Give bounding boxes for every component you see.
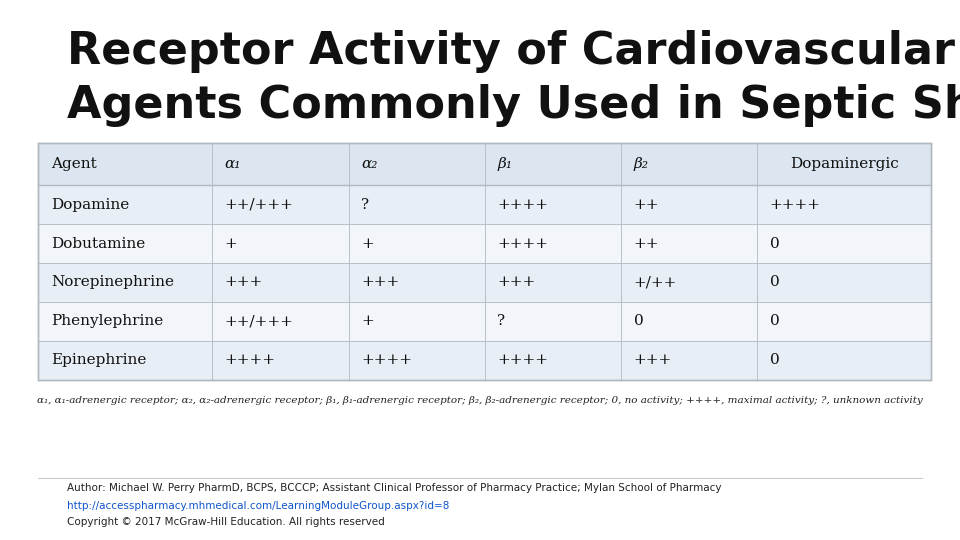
Text: Dobutamine: Dobutamine — [51, 237, 145, 251]
FancyBboxPatch shape — [38, 263, 931, 302]
FancyBboxPatch shape — [38, 341, 931, 380]
Text: ++: ++ — [634, 198, 660, 212]
Text: ++++: ++++ — [225, 353, 276, 367]
FancyBboxPatch shape — [38, 143, 931, 185]
Text: +++: +++ — [497, 275, 536, 289]
Text: ++++: ++++ — [497, 198, 548, 212]
Text: ?: ? — [361, 198, 370, 212]
Text: +/++: +/++ — [634, 275, 677, 289]
Text: 0: 0 — [770, 275, 780, 289]
Text: Dopaminergic: Dopaminergic — [790, 157, 899, 171]
Text: http://accesspharmacy.mhmedical.com/LearningModuleGroup.aspx?id=8: http://accesspharmacy.mhmedical.com/Lear… — [67, 501, 449, 511]
Text: ++/+++: ++/+++ — [225, 314, 294, 328]
Text: +: + — [225, 237, 237, 251]
Text: α₁, α₁-adrenergic receptor; α₂, α₂-adrenergic receptor; β₁, β₁-adrenergic recept: α₁, α₁-adrenergic receptor; α₂, α₂-adren… — [37, 396, 923, 405]
Text: ++++: ++++ — [497, 353, 548, 367]
Text: Receptor Activity of Cardiovascular: Receptor Activity of Cardiovascular — [67, 30, 955, 73]
Text: 0: 0 — [634, 314, 643, 328]
Text: Copyright © 2017 McGraw-Hill Education. All rights reserved: Copyright © 2017 McGraw-Hill Education. … — [67, 517, 385, 528]
Text: ++++: ++++ — [497, 237, 548, 251]
Text: Epinephrine: Epinephrine — [51, 353, 146, 367]
Text: Dopamine: Dopamine — [51, 198, 130, 212]
FancyBboxPatch shape — [38, 185, 931, 224]
Text: +++: +++ — [225, 275, 263, 289]
Text: Author: Michael W. Perry PharmD, BCPS, BCCCP; Assistant Clinical Professor of Ph: Author: Michael W. Perry PharmD, BCPS, B… — [67, 483, 722, 494]
Text: β₁: β₁ — [497, 157, 513, 171]
Text: Norepinephrine: Norepinephrine — [51, 275, 174, 289]
Text: +++: +++ — [361, 275, 399, 289]
Text: +: + — [361, 314, 373, 328]
Text: α₁: α₁ — [225, 157, 241, 171]
Text: Agent: Agent — [51, 157, 97, 171]
Text: 0: 0 — [770, 237, 780, 251]
Text: ?: ? — [497, 314, 505, 328]
Text: α₂: α₂ — [361, 157, 377, 171]
Text: ++: ++ — [634, 237, 660, 251]
FancyBboxPatch shape — [38, 302, 931, 341]
Text: 0: 0 — [770, 314, 780, 328]
Text: β₂: β₂ — [634, 157, 649, 171]
Text: Agents Commonly Used in Septic Shock: Agents Commonly Used in Septic Shock — [67, 84, 960, 127]
Text: ++++: ++++ — [770, 198, 821, 212]
Text: +: + — [361, 237, 373, 251]
FancyBboxPatch shape — [38, 224, 931, 263]
Text: ++++: ++++ — [361, 353, 412, 367]
Text: Phenylephrine: Phenylephrine — [51, 314, 163, 328]
Text: +++: +++ — [634, 353, 672, 367]
Text: 0: 0 — [770, 353, 780, 367]
Text: ++/+++: ++/+++ — [225, 198, 294, 212]
